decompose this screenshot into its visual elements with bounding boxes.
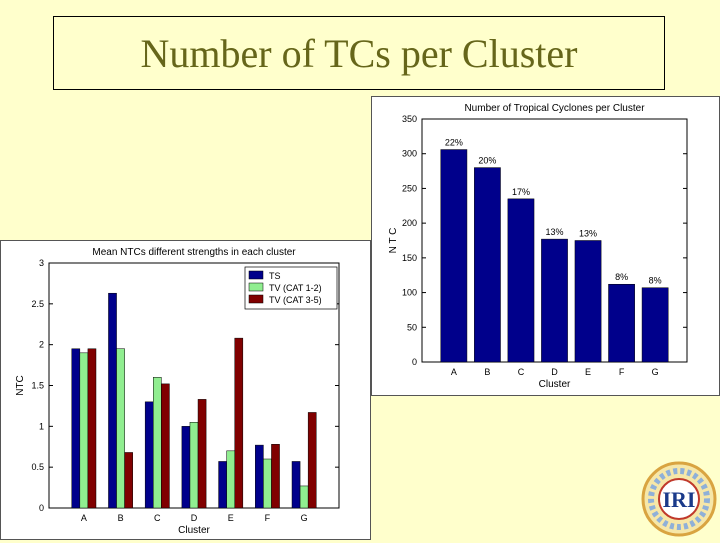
x-tick-label: D [191,513,198,523]
bar [87,348,97,509]
bar [71,348,81,509]
y-tick-label: 50 [407,322,417,332]
x-tick-label: A [451,367,457,377]
tc-per-cluster-svg: Number of Tropical Cyclones per Cluster 0… [388,103,688,390]
legend-swatch [248,282,264,292]
data-label: 17% [512,187,530,197]
x-tick-label: D [551,367,558,377]
chart-title: Number of Tropical Cyclones per Cluster [464,103,645,114]
y-tick-label: 150 [402,253,417,263]
bar [291,461,301,509]
bar [181,426,191,509]
bar [507,198,535,363]
bar [161,383,170,509]
bar [299,485,309,509]
data-label: 13% [579,229,597,239]
bar [440,149,468,363]
iri-logo: IRI [640,460,718,538]
bar [474,167,501,363]
bar [307,412,317,509]
bar [189,422,199,509]
y-tick-label: 1.5 [31,381,44,391]
bar [641,287,669,363]
bar [234,337,244,509]
y-tick-label: 2 [39,340,44,350]
x-tick-label: F [265,513,271,523]
x-tick-label: B [484,367,490,377]
y-tick-label: 350 [402,114,417,124]
x-tick-label: E [228,513,234,523]
data-label: 20% [478,156,496,166]
x-axis-label: Cluster [178,525,210,536]
legend-swatch [248,270,264,280]
y-tick-label: 250 [402,183,417,193]
legend: TS TV (CAT 1-2) TV (CAT 3-5) [244,266,338,310]
y-tick-label: 0 [412,357,417,367]
bar [153,377,162,509]
x-tick-label: C [518,367,525,377]
y-axis-label: NTC [15,375,26,396]
mean-ntc-svg: Mean NTCs different strengths in each cl… [15,247,340,536]
bar [608,283,635,363]
bar [197,399,207,509]
x-axis-label: Cluster [539,379,571,390]
x-tick-label: B [118,513,124,523]
x-tick-label: A [81,513,87,523]
bar [79,352,89,509]
y-tick-label: 2.5 [31,299,44,309]
bar [574,240,602,363]
bar [226,450,235,509]
logo-text: IRI [662,487,695,512]
data-label: 22% [445,138,463,148]
x-tick-label: C [154,513,161,523]
bar [124,452,133,509]
bar [108,292,117,509]
y-tick-label: 3 [39,258,44,268]
bar [116,348,125,509]
bar [255,444,264,509]
x-tick-label: G [652,367,659,377]
y-tick-label: 300 [402,149,417,159]
legend-label: TV (CAT 1-2) [269,283,322,293]
data-label: 8% [649,276,662,286]
slide-title: Number of TCs per Cluster [140,30,578,76]
bar [218,461,227,509]
y-tick-label: 0.5 [31,462,44,472]
y-tick-label: 100 [402,288,417,298]
y-axis-label: N T C [388,228,399,254]
bar [263,458,272,509]
bar [541,238,568,363]
y-tick-label: 1 [39,421,44,431]
legend-swatch [248,294,264,304]
legend-label: TS [269,271,281,281]
tc-per-cluster-chart: Number of Tropical Cyclones per Cluster 0… [371,96,720,396]
data-label: 13% [545,227,563,237]
bar [144,401,154,509]
mean-ntc-chart: Mean NTCs different strengths in each cl… [0,240,371,540]
slide-title-box: Number of TCs per Cluster [53,16,665,90]
bar [271,444,280,509]
x-tick-label: G [301,513,308,523]
chart-title: Mean NTCs different strengths in each cl… [92,247,296,258]
y-tick-label: 0 [39,503,44,513]
y-tick-label: 200 [402,218,417,228]
legend-label: TV (CAT 3-5) [269,295,322,305]
x-tick-label: F [619,367,625,377]
x-tick-label: E [585,367,591,377]
data-label: 8% [615,272,628,282]
